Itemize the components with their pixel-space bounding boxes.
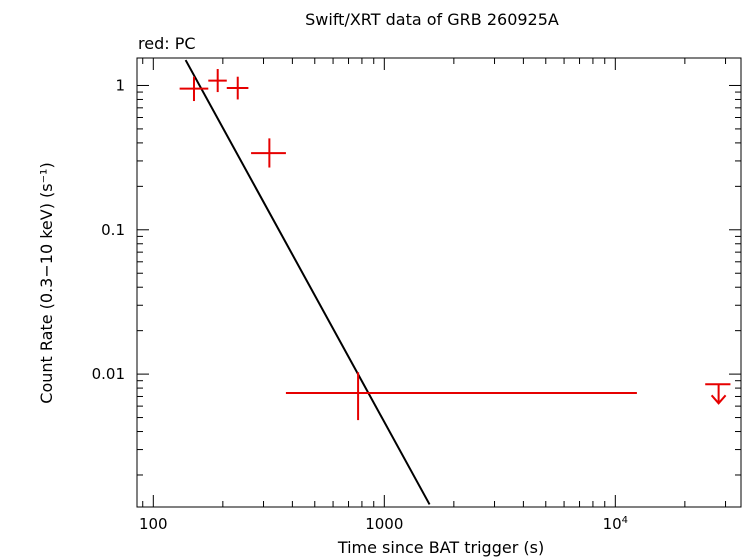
x-axis-title: Time since BAT trigger (s) [337,538,544,557]
model-fit [184,59,431,505]
x-tick-label: 1000 [365,515,403,533]
data-point [226,76,249,100]
upper-limit-point [705,383,731,405]
axes: 100 1000 104 1 0.1 0.01 [92,57,742,533]
down-arrow-icon [710,394,727,405]
model-fit-line [184,59,431,505]
data-point [251,138,286,168]
y-tick-label: 0.01 [92,365,125,383]
y-axis-title: Count Rate (0.3−10 keV) (s⁻¹) [37,162,56,403]
y-tick-label: 1 [115,76,125,94]
x-tick-label: 100 [139,515,168,533]
mode-label: red: PC [138,34,196,53]
data-points [179,69,731,421]
plot-frame [136,57,742,508]
data-point [208,69,227,93]
y-tick-label: 0.1 [101,221,125,239]
data-point [179,76,209,102]
data-point [285,372,637,421]
chart-title: Swift/XRT data of GRB 260925A [305,10,559,29]
x-tick-label: 104 [603,515,628,533]
